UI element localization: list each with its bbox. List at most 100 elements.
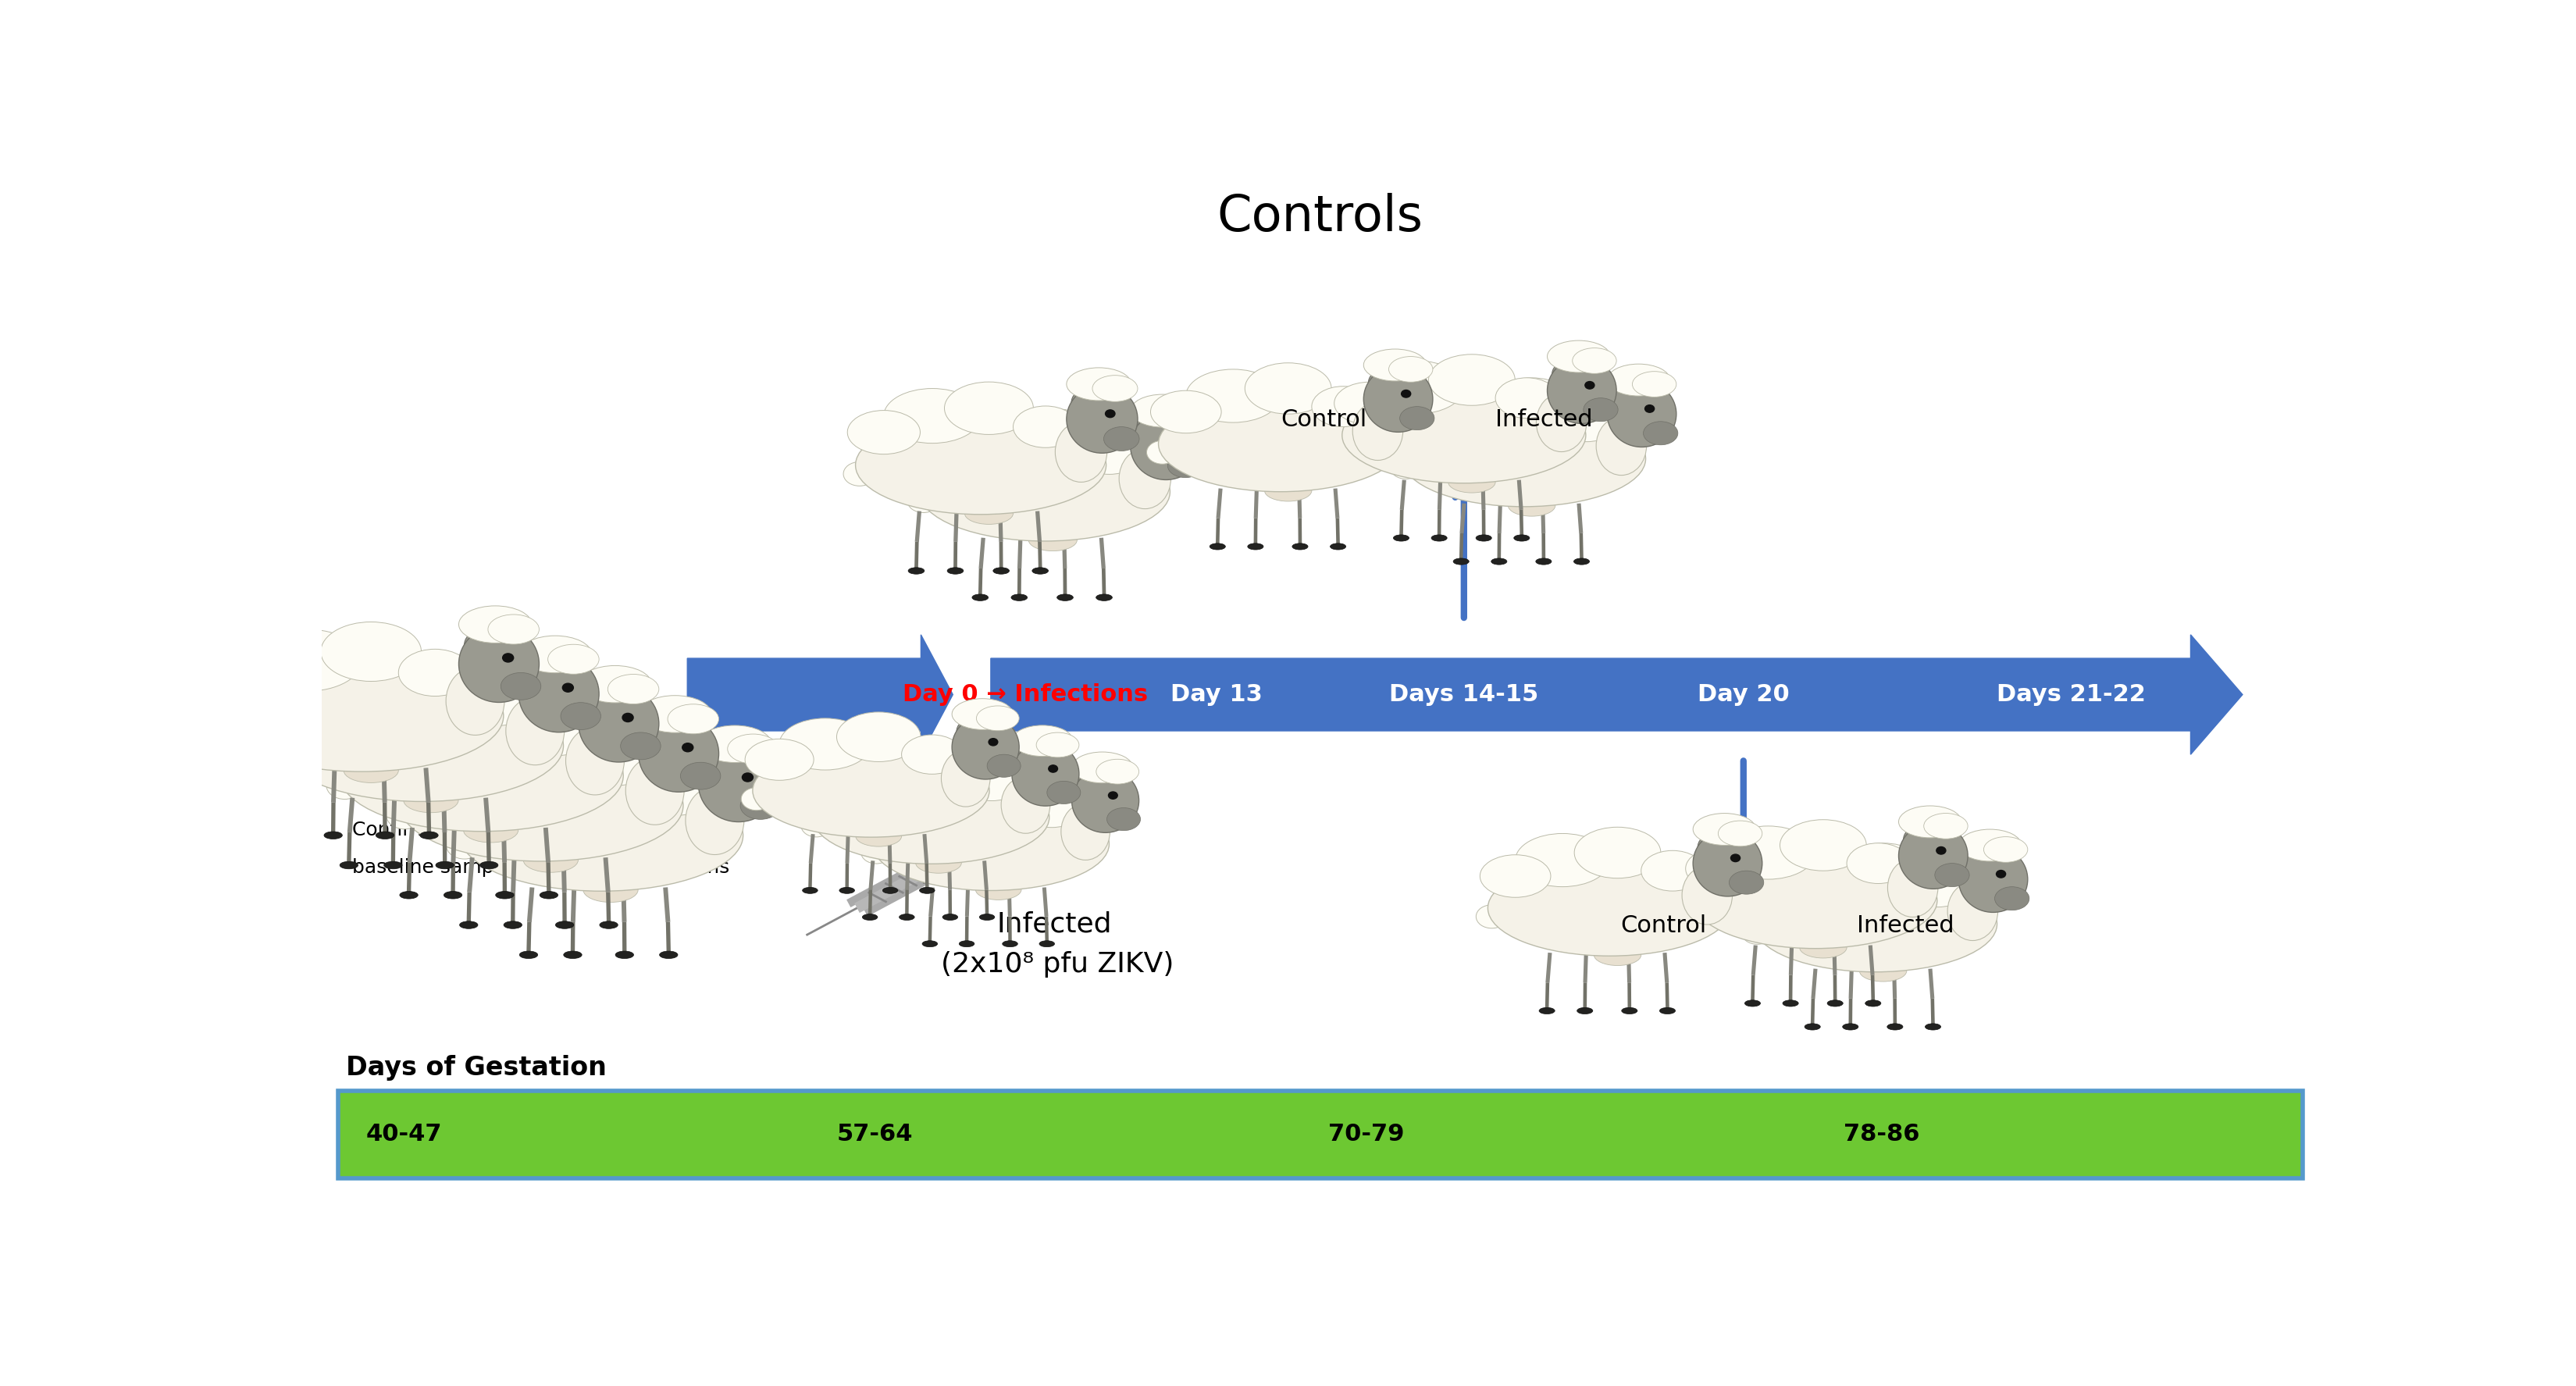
Ellipse shape	[281, 690, 564, 801]
Ellipse shape	[340, 721, 623, 832]
Ellipse shape	[896, 739, 981, 789]
Ellipse shape	[1597, 417, 1646, 475]
Ellipse shape	[502, 653, 513, 663]
Ellipse shape	[659, 951, 677, 959]
Ellipse shape	[1607, 381, 1677, 448]
Ellipse shape	[1211, 543, 1226, 550]
Ellipse shape	[1391, 456, 1422, 480]
Ellipse shape	[1012, 595, 1028, 600]
Ellipse shape	[1996, 870, 2007, 877]
Ellipse shape	[1548, 358, 1618, 424]
Ellipse shape	[1329, 432, 1363, 456]
Ellipse shape	[1131, 412, 1200, 480]
Ellipse shape	[1401, 389, 1412, 398]
Ellipse shape	[1783, 1001, 1798, 1006]
Ellipse shape	[1489, 861, 1731, 956]
Ellipse shape	[446, 667, 505, 735]
Text: Infected: Infected	[1494, 409, 1592, 431]
Ellipse shape	[523, 848, 577, 872]
Ellipse shape	[1721, 826, 1816, 879]
Ellipse shape	[404, 787, 459, 812]
Ellipse shape	[541, 891, 559, 898]
Text: Days of Gestation: Days of Gestation	[345, 1055, 608, 1081]
Ellipse shape	[1033, 567, 1048, 574]
Ellipse shape	[804, 765, 873, 807]
Ellipse shape	[1728, 870, 1765, 894]
Ellipse shape	[585, 692, 611, 719]
Ellipse shape	[1066, 367, 1131, 401]
Ellipse shape	[399, 891, 417, 898]
Ellipse shape	[1937, 847, 1945, 854]
Ellipse shape	[804, 887, 817, 894]
Ellipse shape	[1012, 742, 1079, 805]
Ellipse shape	[1692, 852, 1937, 948]
Ellipse shape	[500, 672, 541, 700]
Ellipse shape	[1077, 773, 1097, 797]
Ellipse shape	[1136, 417, 1157, 442]
Ellipse shape	[1108, 808, 1141, 830]
Ellipse shape	[940, 750, 989, 807]
Ellipse shape	[744, 739, 814, 780]
Ellipse shape	[1167, 453, 1203, 478]
Text: Day 13: Day 13	[1170, 683, 1262, 705]
Ellipse shape	[1020, 789, 1082, 827]
Ellipse shape	[446, 832, 482, 859]
Ellipse shape	[399, 649, 471, 696]
Ellipse shape	[1507, 495, 1556, 516]
Ellipse shape	[1595, 944, 1641, 966]
Text: 78-86: 78-86	[1844, 1123, 1919, 1146]
Ellipse shape	[1072, 768, 1139, 833]
Ellipse shape	[1692, 830, 1762, 897]
Ellipse shape	[1574, 559, 1589, 564]
Ellipse shape	[948, 567, 963, 574]
FancyArrow shape	[992, 635, 2244, 754]
Ellipse shape	[459, 922, 479, 929]
Ellipse shape	[914, 852, 961, 873]
Ellipse shape	[639, 769, 711, 816]
Text: (2x10⁸ pfu ZIKV): (2x10⁸ pfu ZIKV)	[940, 951, 1175, 979]
Ellipse shape	[902, 735, 963, 775]
Ellipse shape	[580, 686, 659, 762]
Ellipse shape	[948, 416, 1046, 470]
Ellipse shape	[1072, 391, 1095, 414]
Text: Days 21-22: Days 21-22	[1996, 683, 2146, 705]
Ellipse shape	[1904, 829, 1924, 851]
Ellipse shape	[884, 388, 981, 444]
Ellipse shape	[1476, 535, 1492, 541]
Ellipse shape	[1584, 398, 1618, 421]
Ellipse shape	[1924, 814, 1968, 839]
Ellipse shape	[848, 410, 920, 455]
Ellipse shape	[343, 758, 399, 783]
Ellipse shape	[752, 744, 989, 837]
Ellipse shape	[577, 739, 652, 786]
Ellipse shape	[505, 697, 564, 765]
Ellipse shape	[1476, 905, 1507, 929]
Ellipse shape	[1641, 851, 1703, 891]
Ellipse shape	[556, 922, 574, 929]
Ellipse shape	[1012, 406, 1077, 448]
Ellipse shape	[616, 951, 634, 959]
Ellipse shape	[1556, 402, 1618, 442]
Ellipse shape	[1007, 409, 1097, 462]
Ellipse shape	[837, 712, 920, 762]
Ellipse shape	[322, 622, 422, 682]
Ellipse shape	[1430, 355, 1515, 406]
Ellipse shape	[1448, 471, 1497, 493]
Ellipse shape	[459, 606, 531, 643]
Ellipse shape	[1002, 941, 1018, 947]
Ellipse shape	[639, 715, 719, 791]
Ellipse shape	[680, 762, 721, 790]
Ellipse shape	[562, 703, 600, 730]
Ellipse shape	[945, 383, 1033, 434]
Ellipse shape	[1157, 402, 1200, 428]
Ellipse shape	[1826, 1001, 1842, 1006]
Ellipse shape	[742, 787, 773, 811]
Ellipse shape	[961, 761, 1023, 801]
Ellipse shape	[1430, 384, 1525, 438]
Ellipse shape	[1363, 349, 1427, 381]
Text: 57-64: 57-64	[837, 1123, 914, 1146]
Ellipse shape	[1401, 410, 1646, 507]
Ellipse shape	[1131, 395, 1195, 427]
Ellipse shape	[1747, 870, 1816, 913]
Ellipse shape	[1692, 814, 1757, 845]
